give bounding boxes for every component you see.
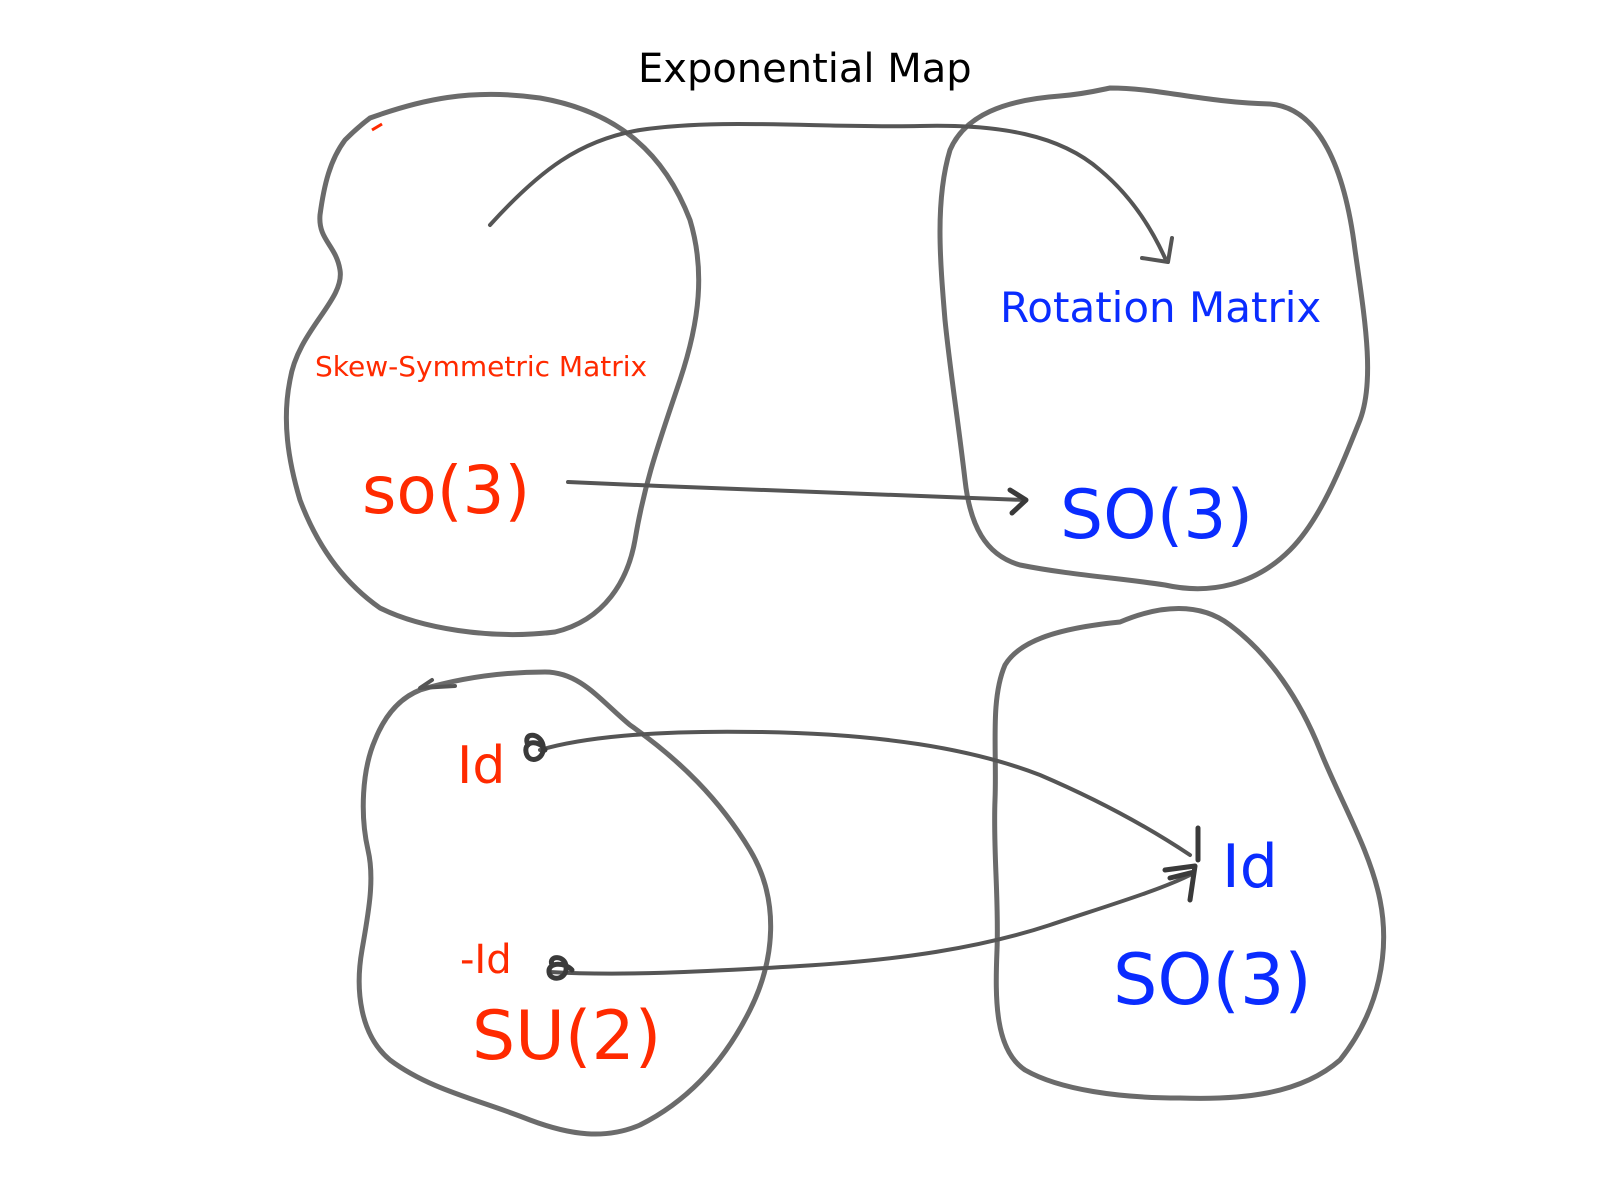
SO3-label-top: SO(3)	[1060, 476, 1254, 555]
skew-symmetric-caption: Skew-Symmetric Matrix	[315, 350, 648, 383]
id-arrowhead	[1162, 825, 1201, 903]
id-label-su2: Id	[457, 736, 506, 796]
top-arc-arrowhead	[1140, 236, 1174, 264]
id-point-loop	[523, 732, 548, 762]
SO3-label-bottom: SO(3)	[1113, 939, 1312, 1021]
blob-so3	[283, 91, 702, 638]
neg-id-label: -Id	[460, 937, 512, 983]
so3-label: so(3)	[362, 452, 531, 529]
rotation-matrix-caption: Rotation Matrix	[1000, 283, 1322, 332]
negid-to-id-arrow	[548, 873, 1192, 976]
blob-su2	[356, 669, 774, 1137]
top-arc-arrow	[488, 121, 1167, 260]
id-label-so3: Id	[1222, 832, 1278, 902]
su2-hook-arrow	[418, 678, 457, 690]
negid-point-loop	[546, 955, 575, 981]
id-to-id-arrow	[538, 729, 1192, 857]
blob-rotation-so3	[937, 85, 1371, 592]
red-tick-mark	[371, 122, 383, 132]
su2-label: SU(2)	[472, 997, 662, 1076]
so3-to-SO3-arrowhead	[1007, 487, 1029, 516]
blob-so3-target	[992, 606, 1387, 1101]
so3-to-SO3-arrow	[566, 480, 1027, 502]
diagram-title: Exponential Map	[638, 46, 972, 92]
